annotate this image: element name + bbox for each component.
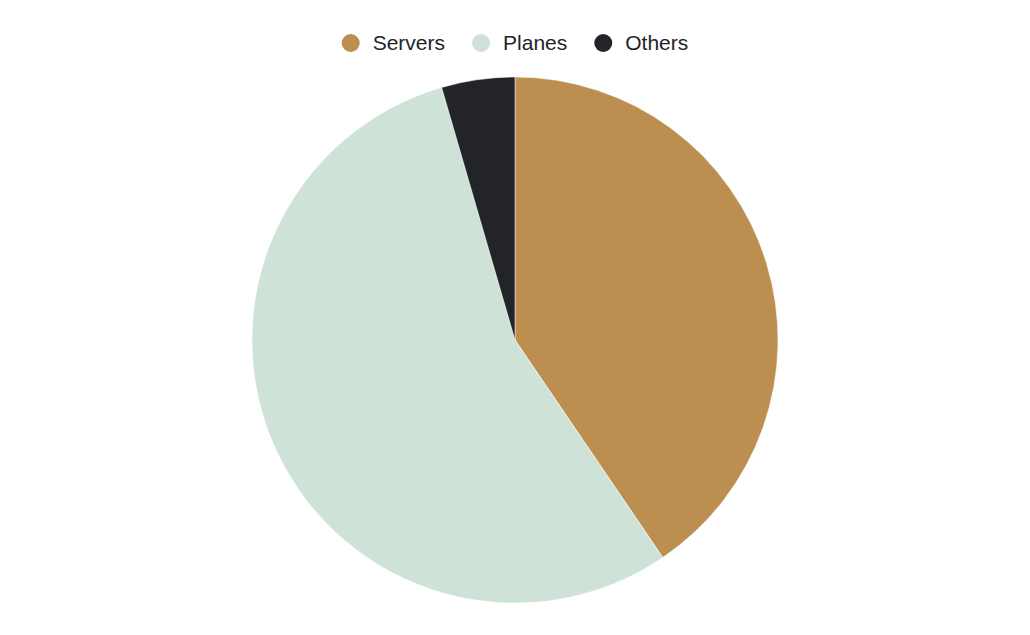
legend-swatch bbox=[342, 34, 360, 52]
legend-swatch bbox=[594, 34, 612, 52]
pie bbox=[252, 77, 778, 603]
legend-label: Servers bbox=[373, 31, 445, 54]
legend-label: Planes bbox=[503, 31, 567, 54]
legend: Servers Planes Others bbox=[342, 31, 689, 54]
slice bbox=[252, 87, 663, 603]
legend-label: Others bbox=[625, 31, 688, 54]
slice bbox=[442, 77, 515, 340]
legend-swatch bbox=[472, 34, 490, 52]
chart: Servers Planes Others bbox=[0, 0, 1030, 635]
